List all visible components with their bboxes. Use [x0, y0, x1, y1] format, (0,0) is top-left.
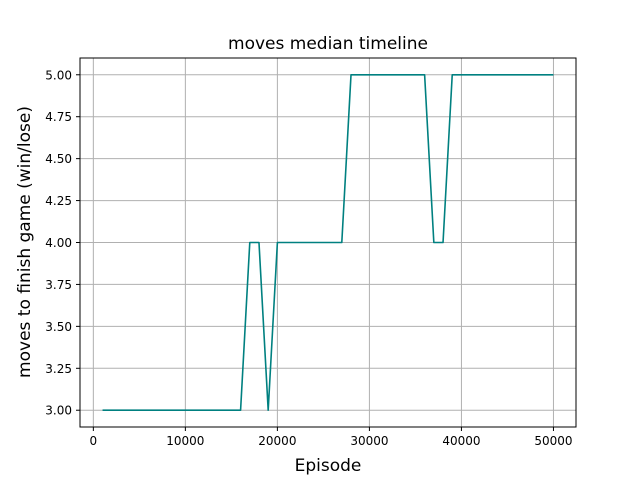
- y-tick-label: 3.50: [45, 320, 72, 334]
- y-tick-label: 4.00: [45, 236, 72, 250]
- series-line: [102, 73, 554, 412]
- y-tick-label: 4.25: [45, 194, 72, 208]
- y-axis-label: moves to finish game (win/lose): [15, 106, 35, 378]
- series-layer: [102, 73, 554, 412]
- y-tick-label: 3.75: [45, 278, 72, 292]
- chart-title: moves median timeline: [228, 34, 428, 54]
- x-axis-label: Episode: [295, 456, 362, 476]
- y-tick-label: 3.00: [45, 404, 72, 418]
- grid-layer: [80, 58, 576, 427]
- y-tick-label: 4.50: [45, 152, 72, 166]
- y-tick-label: 4.75: [45, 110, 72, 124]
- y-tick-label: 3.25: [45, 362, 72, 376]
- tick-layer: 0 10000 20000 30000 40000 50000 3.00 3.25 3.50 3.…: [45, 68, 572, 448]
- x-tick-label: 40000: [442, 434, 480, 448]
- y-tick-label: 5.00: [45, 68, 72, 82]
- x-tick-label: 20000: [258, 434, 296, 448]
- x-tick-label: 30000: [350, 434, 388, 448]
- x-tick-label: 50000: [534, 434, 572, 448]
- x-tick-label: 0: [90, 434, 98, 448]
- x-tick-label: 10000: [166, 434, 204, 448]
